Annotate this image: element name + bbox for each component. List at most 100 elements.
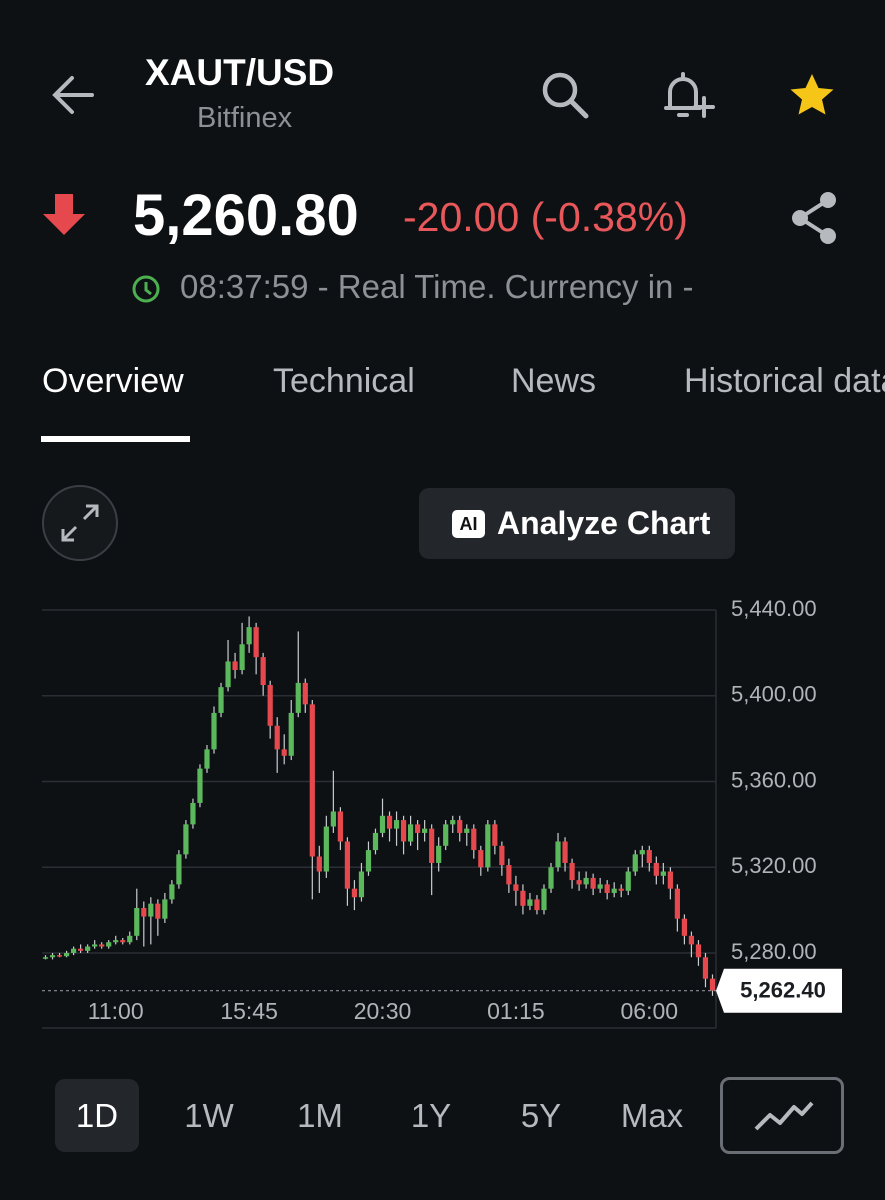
tab[interactable]: Technical: [273, 362, 415, 400]
candle-body: [155, 903, 161, 919]
candle-body: [197, 768, 203, 803]
candle-body: [246, 627, 252, 645]
candle-body: [527, 899, 533, 906]
candle-body: [42, 957, 49, 959]
range-button[interactable]: 1Y: [410, 1097, 452, 1134]
candle-body: [415, 824, 421, 833]
candle-body: [534, 899, 540, 911]
candle-body: [653, 862, 659, 876]
candle-body: [70, 948, 77, 953]
candle-body: [471, 828, 477, 851]
y-tick-label: 5,400.00: [731, 682, 817, 707]
x-tick-label: 20:30: [354, 998, 412, 1024]
candle-body: [450, 820, 456, 825]
candle-body: [351, 888, 358, 898]
candle-body: [358, 871, 365, 898]
y-tick-label: 5,440.00: [731, 596, 817, 621]
pair-title: XAUT/USD: [145, 52, 335, 93]
last-price: 5,260.80: [133, 183, 359, 248]
range-button[interactable]: 1W: [184, 1097, 234, 1134]
analyze-chart-label[interactable]: Analyze Chart: [497, 505, 711, 541]
range-button[interactable]: 5Y: [520, 1097, 562, 1134]
candle-body: [492, 824, 498, 846]
candle-body: [407, 824, 414, 842]
alert-button[interactable]: [660, 70, 716, 122]
candle-body: [127, 935, 133, 943]
y-tick-label: 5,360.00: [731, 767, 817, 792]
candle-body: [267, 685, 273, 726]
candle-body: [625, 871, 631, 891]
candle-body: [569, 862, 575, 881]
candle-body: [176, 854, 182, 885]
search-button[interactable]: [540, 70, 590, 120]
favorite-button[interactable]: [788, 72, 838, 120]
candle-body: [281, 749, 287, 756]
candle-body: [646, 850, 652, 863]
candle-body: [583, 877, 589, 885]
expand-button[interactable]: [41, 484, 119, 562]
x-tick-label: 11:00: [88, 998, 144, 1024]
candle-body: [316, 856, 322, 872]
candle-body: [372, 832, 379, 851]
tab-indicator: [41, 436, 190, 442]
candle-body: [485, 824, 491, 868]
candle-body: [555, 841, 561, 868]
candle-body: [232, 661, 238, 671]
share-button[interactable]: [790, 190, 840, 246]
ai-badge: AI: [452, 510, 485, 538]
x-tick-label: 15:45: [220, 998, 278, 1024]
candle-body: [632, 854, 638, 872]
candle-body: [260, 657, 266, 686]
range-button[interactable]: 1D: [55, 1079, 139, 1152]
back-button[interactable]: [50, 72, 96, 118]
candle-body: [288, 712, 294, 756]
candle-body: [239, 644, 245, 671]
clock-icon: [132, 275, 160, 303]
candle-body: [78, 948, 84, 951]
range-button[interactable]: Max: [620, 1097, 684, 1134]
range-button[interactable]: 1M: [297, 1097, 343, 1134]
candle-body: [520, 890, 526, 906]
tab[interactable]: Historical data: [684, 362, 885, 400]
candle-body: [639, 850, 645, 855]
candle-body: [92, 944, 98, 947]
candle-body: [274, 725, 280, 750]
down-arrow: [43, 194, 85, 235]
candle-body: [218, 687, 224, 713]
tab[interactable]: Overview: [42, 362, 184, 400]
candle-body: [674, 888, 680, 919]
tab[interactable]: News: [511, 362, 597, 400]
candle-body: [576, 880, 582, 885]
exchange-name: Bitfinex: [197, 102, 293, 134]
candle-body: [513, 884, 519, 891]
candle-body: [393, 820, 400, 829]
candle-body: [49, 955, 56, 958]
candle-body: [344, 841, 351, 889]
candle-body: [309, 704, 315, 857]
chart-style-button[interactable]: [720, 1077, 844, 1154]
price-change: -20.00 (-0.38%): [403, 194, 688, 240]
candle-body: [120, 940, 126, 943]
candle-body: [400, 820, 407, 842]
candle-body: [548, 867, 554, 889]
timestamp: 08:37:59 - Real Time. Currency in -: [180, 268, 694, 305]
candle-body: [302, 682, 308, 705]
candle-body: [611, 888, 617, 893]
candle-body: [211, 712, 217, 750]
candle-body: [436, 845, 442, 863]
candle-body: [225, 661, 231, 688]
candle-body: [99, 944, 105, 947]
candle-body: [113, 940, 119, 943]
candle-body: [337, 811, 343, 842]
x-tick-label: 06:00: [621, 998, 679, 1024]
candle-body: [330, 811, 336, 827]
candle-body: [562, 841, 568, 863]
candle-body: [141, 907, 147, 917]
y-tick-label: 5,280.00: [731, 939, 817, 964]
candle-body: [667, 871, 673, 889]
candle-body: [183, 824, 189, 855]
candle-body: [443, 824, 449, 846]
candle-body: [464, 828, 470, 833]
